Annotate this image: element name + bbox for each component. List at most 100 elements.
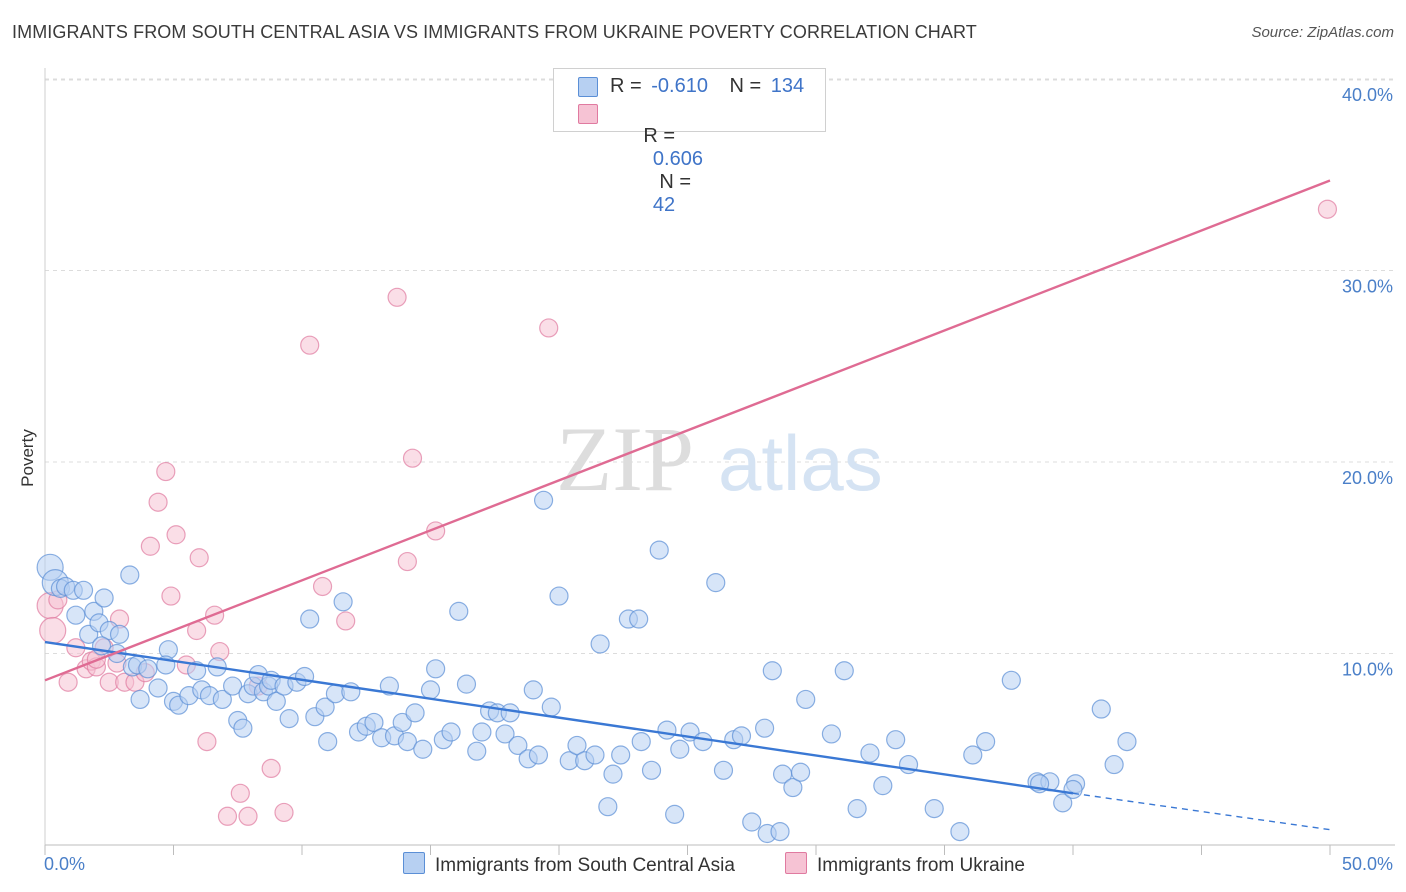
south-central-asia-point <box>603 764 623 784</box>
chart-source: Source: ZipAtlas.com <box>1251 24 1394 41</box>
south-central-asia-point <box>1001 670 1021 690</box>
ukraine-point <box>312 576 333 597</box>
south-central-asia-point <box>379 676 399 696</box>
ukraine-point <box>39 616 67 645</box>
south-central-asia-point <box>873 776 893 796</box>
south-central-asia-point <box>657 720 677 740</box>
south-central-asia-point <box>821 724 842 744</box>
south-central-asia-point <box>834 661 854 681</box>
south-central-asia-point <box>742 812 762 832</box>
south-central-asia-point <box>318 731 338 752</box>
south-central-asia-point <box>472 722 492 742</box>
south-central-asia-point <box>549 586 569 606</box>
trend-lines <box>44 179 1331 831</box>
legend-text: R = 0.606 N = 42 <box>610 102 703 240</box>
bottom-legend-label: Immigrants from Ukraine <box>817 855 1025 876</box>
ukraine-point <box>166 525 186 545</box>
south-central-asia-point <box>315 697 335 717</box>
bottom-legend-label: Immigrants from South Central Asia <box>435 855 735 876</box>
y-tick-label: 20.0% <box>1342 468 1393 488</box>
south-central-asia-point <box>397 731 417 752</box>
south-central-asia-point <box>1091 699 1111 719</box>
south-central-asia-point <box>148 678 168 698</box>
y-tick-label: 10.0% <box>1342 660 1393 680</box>
south-central-asia-point <box>770 821 790 842</box>
south-central-asia-point <box>441 722 461 742</box>
south-central-asia-point <box>449 601 469 621</box>
south-central-asia-point <box>641 760 662 780</box>
gridlines <box>45 78 1395 654</box>
south-central-asia-point <box>94 588 114 608</box>
ukraine-point <box>397 551 417 572</box>
south-central-asia-point <box>847 799 867 819</box>
south-central-asia-point <box>420 680 441 700</box>
south-central-asia-points <box>36 490 1137 844</box>
r-value: -0.610 <box>651 75 708 97</box>
r-label: R = <box>610 75 642 97</box>
chart-title: IMMIGRANTS FROM SOUTH CENTRAL ASIA VS IM… <box>12 22 977 42</box>
trend-line-ukraine <box>44 179 1331 682</box>
south-central-asia-point <box>426 659 446 679</box>
south-central-asia-point <box>500 703 520 723</box>
south-central-asia-point <box>1053 793 1073 813</box>
south-central-asia-point <box>73 580 94 600</box>
south-central-asia-point <box>266 691 286 711</box>
south-central-asia-point <box>611 745 631 765</box>
ukraine-point <box>387 287 407 307</box>
south-central-asia-point <box>294 666 315 687</box>
bottom-legend-ukraine: Immigrants from Ukraine <box>785 852 1025 877</box>
ukraine-point <box>161 586 181 606</box>
n-value: 134 <box>770 75 805 97</box>
south-central-asia-point <box>130 689 150 710</box>
ukraine-point <box>140 536 160 556</box>
ukraine-point <box>230 783 250 803</box>
south-central-asia-point <box>541 697 561 717</box>
ukraine-point <box>300 335 320 355</box>
ukraine-point <box>336 611 356 631</box>
south-central-asia-point <box>495 724 515 744</box>
south-central-asia-point <box>1117 731 1137 752</box>
y-tick-label: 40.0% <box>1342 85 1393 105</box>
bottom-legend-south-central-asia: Immigrants from South Central Asia <box>403 852 735 877</box>
south-central-asia-point <box>886 730 906 750</box>
south-central-asia-point <box>762 661 782 681</box>
south-central-asia-point <box>796 689 816 710</box>
south-central-asia-point <box>590 634 610 654</box>
south-central-asia-point <box>523 680 543 700</box>
south-central-asia-point <box>364 712 384 733</box>
south-central-asia-point <box>790 762 811 782</box>
south-central-asia-point <box>333 592 353 612</box>
south-central-asia-point <box>223 676 243 696</box>
south-central-asia-point <box>713 760 734 780</box>
south-central-asia-point <box>279 709 299 729</box>
ukraine-point <box>197 731 217 752</box>
ukraine-point <box>274 802 294 823</box>
south-central-asia-point <box>212 689 232 710</box>
ukraine-point <box>148 492 168 512</box>
legend-text: R = -0.610 N = 134 <box>610 75 804 98</box>
south-central-asia-point <box>456 674 477 694</box>
south-central-asia-point <box>860 743 880 763</box>
r-label: R = <box>643 125 676 147</box>
south-central-asia-point <box>950 821 970 842</box>
ukraine-point <box>261 758 281 779</box>
south-central-asia-point <box>300 609 320 629</box>
correlation-legend: R = -0.610 N = 134 R = 0.606 N = 42 <box>553 68 826 216</box>
south-central-asia-point <box>1104 754 1124 775</box>
y-axis-label: Poverty <box>18 429 37 487</box>
south-central-asia-point <box>598 797 618 817</box>
south-central-asia-point <box>585 745 605 765</box>
south-central-asia-point <box>109 624 130 644</box>
south-central-asia-point <box>567 735 587 756</box>
ukraine-point <box>539 318 559 338</box>
south-central-asia-point <box>976 731 996 752</box>
south-central-asia-point <box>631 731 651 752</box>
ukraine-point <box>402 448 423 468</box>
south-central-asia-point <box>508 735 528 756</box>
south-central-asia-point <box>670 739 690 759</box>
n-value: 42 <box>647 194 676 216</box>
bottom-legend-swatch-blue <box>403 852 425 874</box>
south-central-asia-point <box>467 741 487 761</box>
south-central-asia-point <box>187 661 207 681</box>
